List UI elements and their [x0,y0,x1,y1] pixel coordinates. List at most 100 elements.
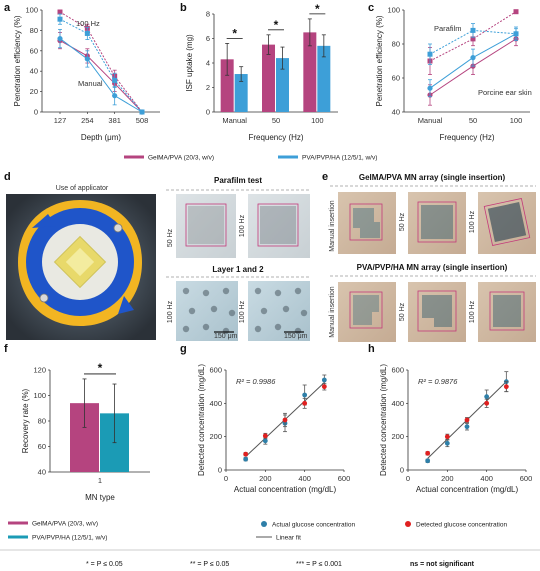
chart-c-point [513,31,519,37]
chart-h-point-actual [484,394,490,400]
chart-c-point [470,55,476,61]
chart-g-point-detected [282,417,288,423]
pva-array-title: PVA/PVP/HA MN array (single insertion) [357,263,508,272]
chart-b-bar-gelma [262,44,275,112]
chart-b-sig-star: * [315,2,320,16]
chart-f-ytick-label: 60 [38,442,46,451]
chart-c-ytick-label: 80 [392,40,400,49]
chart-h-x-label: Actual concentration (mg/dL) [416,485,519,494]
gelma-photo-manual [338,192,396,254]
pva-box-100hz [489,291,525,331]
layer-1-hole [222,287,230,295]
chart-b-xtick-label: 50 [272,116,280,125]
chart-c-xtick-label: 100 [510,116,523,125]
chart-g-ytick-label: 400 [209,399,222,408]
chart-g-point-detected [321,384,327,390]
chart-g-point-actual [302,392,308,398]
layer-title: Layer 1 and 2 [212,265,264,274]
gelma-box-100hz [483,198,531,246]
legend-gh-detected-marker [405,521,411,527]
applicator-title: Use of applicator [56,185,109,192]
chart-b-y-label: ISF uptake (mg) [185,34,194,92]
chart-g-y-label: Detected concentration (mg/dL) [197,364,206,476]
chart-a-point [57,35,63,42]
applicator-tab-1 [32,214,56,228]
layer-1-hole [182,287,190,295]
chart-g-point-actual [243,456,249,462]
chart-b-ytick-label: 4 [206,59,210,68]
layer-1-hole [228,309,236,317]
panel-e-photos: GelMA/PVA MN array (single insertion) Ma… [329,173,536,342]
pva-array-100hz [493,295,521,327]
applicator-photo [6,194,156,340]
chart-c-point [513,9,519,15]
chart-c-point [427,51,433,57]
chart-g-xtick-label: 400 [298,474,311,483]
chart-f-ytick-label: 80 [38,417,46,426]
chart-c-y-label: Penetration efficiency (%) [375,15,384,106]
chart-c-penetration-frequency: Frequency (Hz) Penetration efficiency (%)… [375,6,532,143]
chart-f-ytick-label: 120 [33,366,46,375]
chart-b-ytick-label: 6 [206,34,210,43]
chart-h-y-label: Detected concentration (mg/dL) [379,364,388,476]
chart-b-ytick-label: 0 [206,108,210,117]
chart-h-ytick-label: 0 [400,466,404,475]
layer-2-hole [254,325,262,333]
sig-two-star: ** = P ≤ 0.05 [190,561,229,568]
chart-b-isf-uptake: Frequency (Hz) ISF uptake (mg) 0 2 4 6 8 Manual… [185,2,338,142]
layer-1-hole [202,289,210,297]
legend-label-gelma: GelMA/PVA (20/3, w/v) [148,155,214,162]
sig-three-star: *** = P ≤ 0.001 [296,561,342,568]
chart-f-ytick-label: 100 [33,391,46,400]
chart-h-point-detected [464,417,470,423]
chart-h-ytick-label: 600 [391,366,404,375]
chart-f-xtick-label: 1 [98,476,102,485]
layer-label-100hz-a: 100 Hz [167,300,174,323]
chart-g-glucose-calibration: Actual concentration (mg/dL) Detected con… [197,364,350,494]
chart-a-ytick-label: 100 [25,6,38,15]
legend-f-label-gelma: GelMA/PVA (20/3, w/v) [32,521,98,528]
parafilm-box-50hz [185,203,227,247]
gelma-array-100hz [487,202,527,242]
chart-g-xtick-label: 600 [338,474,351,483]
chart-a-y-label: Penetration efficiency (%) [13,15,22,106]
chart-a-penetration-depth: Depth (μm) Penetration efficiency (%) 0 20 4… [13,6,160,142]
panel-letter-c: c [368,2,374,14]
chart-h-glucose-calibration: Actual concentration (mg/dL) Detected con… [379,364,532,494]
chart-a-point [84,56,90,62]
chart-c-ytick-label: 40 [392,108,400,117]
chart-g-x-label: Actual concentration (mg/dL) [234,485,337,494]
layer-1-hole [210,305,218,313]
panel-letter-e: e [322,171,328,183]
chart-c-x-label: Frequency (Hz) [439,133,494,142]
chart-g-r2-label: R² = 0.9986 [236,377,276,386]
chart-h-point-detected [503,384,509,390]
parafilm-title: Parafilm test [214,176,262,185]
legend-top: GelMA/PVA (20/3, w/v) PVA/PVP/HA (12/5/1… [124,155,377,162]
gelma-array-50hz [421,205,453,239]
chart-g-xtick-label: 200 [259,474,272,483]
chart-f-x-label: MN type [85,493,115,502]
chart-h-xtick-label: 200 [441,474,454,483]
parafilm-label-50hz: 50 Hz [167,228,174,247]
chart-h-point-detected [425,450,431,456]
chart-a-point [112,77,118,83]
panel-d-photos: Use of applicator Parafilm test 50 Hz 10… [6,176,310,341]
panel-letter-d: d [4,171,11,183]
chart-b-bar-pva [276,58,289,112]
layer-2-hole [300,309,308,317]
chart-a-ytick-label: 60 [30,46,38,55]
layer-1-hole [188,307,196,315]
chart-c-xtick-label: 50 [469,116,477,125]
chart-b-x-label: Frequency (Hz) [248,133,303,142]
chart-f-sig-star: * [98,361,103,375]
chart-a-point [57,16,63,22]
layer-label-100hz-b: 100 Hz [239,300,246,323]
significance-footer: * = P ≤ 0.05 ** = P ≤ 0.05 *** = P ≤ 0.0… [0,549,540,568]
legend-label-pva: PVA/PVP/HA (12/5/1, w/v) [302,155,377,162]
sig-one-star: * = P ≤ 0.05 [86,561,123,568]
legend-f: GelMA/PVA (20/3, w/v) PVA/PVP/HA (12/5/1… [8,521,107,542]
chart-g-ytick-label: 0 [218,466,222,475]
